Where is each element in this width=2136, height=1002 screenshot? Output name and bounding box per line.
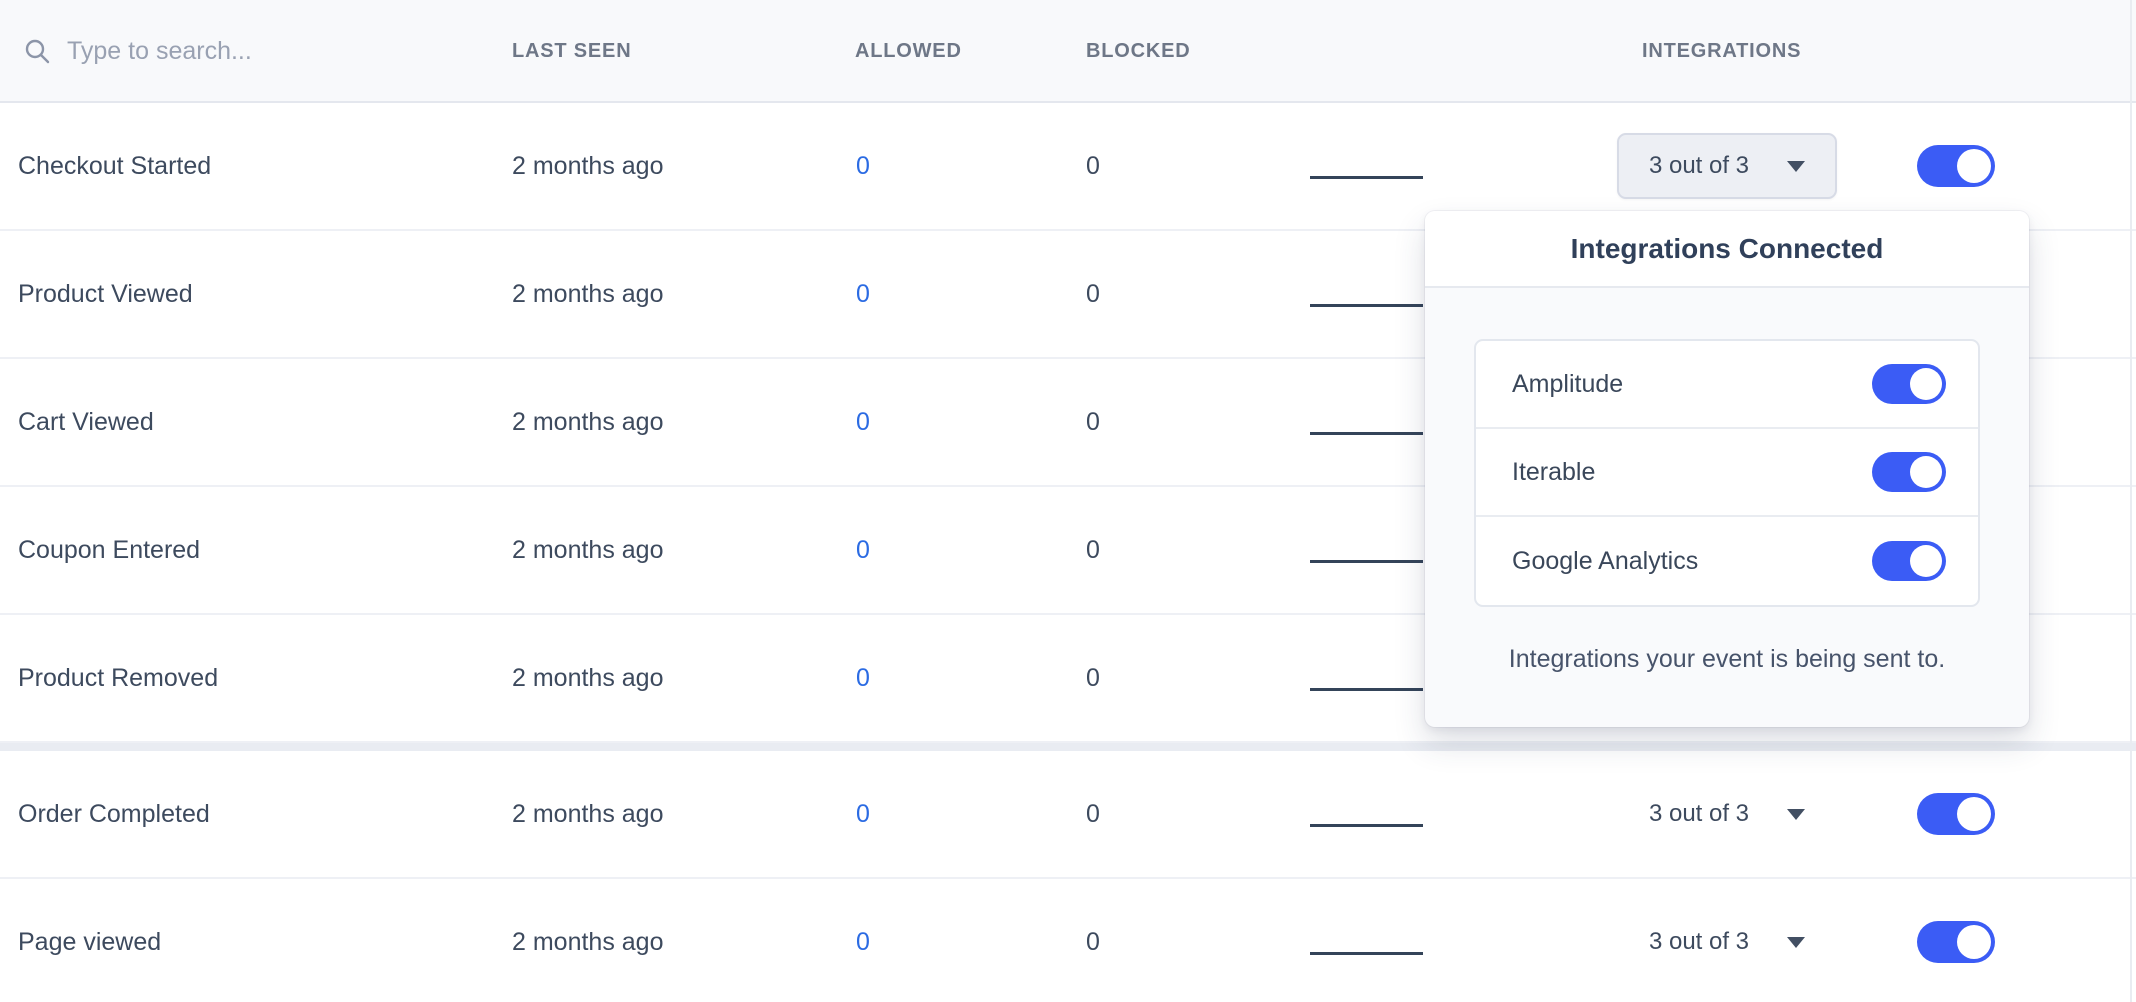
- last-seen-value: 2 months ago: [512, 279, 664, 308]
- integration-item-iterable: Iterable: [1476, 429, 1978, 517]
- blocked-count: 0: [1086, 407, 1100, 436]
- integrations-popover: Integrations Connected Amplitude Iterabl…: [1425, 211, 2029, 727]
- search-icon: [25, 39, 50, 64]
- last-seen-value: 2 months ago: [512, 535, 664, 564]
- event-name: Product Removed: [18, 663, 219, 692]
- allowed-count-link[interactable]: 0: [856, 279, 870, 308]
- column-header-allowed: ALLOWED: [855, 40, 962, 62]
- blocked-count: 0: [1086, 927, 1100, 956]
- table-row: Page viewed 2 months ago 0 0 3 out of 3: [0, 879, 2136, 1002]
- last-seen-value: 2 months ago: [512, 799, 664, 828]
- integration-name: Google Analytics: [1512, 546, 1699, 575]
- caret-down-icon: [1787, 160, 1806, 172]
- event-enabled-toggle[interactable]: [1917, 793, 1995, 835]
- allowed-count-link[interactable]: 0: [856, 407, 870, 436]
- event-sparkline: [1310, 688, 1423, 691]
- integration-name: Iterable: [1512, 457, 1596, 486]
- allowed-count-link[interactable]: 0: [856, 927, 870, 956]
- event-sparkline: [1310, 304, 1423, 307]
- table-row: Checkout Started 2 months ago 0 0 3 out …: [0, 103, 2136, 231]
- search-input[interactable]: [67, 37, 367, 66]
- last-seen-value: 2 months ago: [512, 407, 664, 436]
- last-seen-value: 2 months ago: [512, 663, 664, 692]
- event-name: Coupon Entered: [18, 535, 201, 564]
- blocked-count: 0: [1086, 535, 1100, 564]
- integrations-count-label: 3 out of 3: [1648, 800, 1750, 827]
- column-header-integrations: INTEGRATIONS: [1642, 40, 1802, 62]
- caret-down-icon: [1787, 936, 1806, 948]
- table-row: Order Completed 2 months ago 0 0 3 out o…: [0, 751, 2136, 879]
- integration-toggle[interactable]: [1872, 452, 1946, 492]
- event-name: Checkout Started: [18, 151, 212, 180]
- event-sparkline: [1310, 560, 1423, 563]
- blocked-count: 0: [1086, 151, 1100, 180]
- popover-header: Integrations Connected: [1425, 211, 2029, 288]
- integration-item-google-analytics: Google Analytics: [1476, 517, 1978, 605]
- search-box: [24, 0, 367, 103]
- allowed-count-link[interactable]: 0: [856, 151, 870, 180]
- table-right-border: [2130, 0, 2132, 1002]
- table-header: LAST SEEN ALLOWED BLOCKED INTEGRATIONS: [0, 0, 2136, 103]
- integrations-list: Amplitude Iterable Google Analytics: [1474, 339, 1980, 607]
- blocked-count: 0: [1086, 663, 1100, 692]
- event-sparkline: [1310, 824, 1423, 827]
- last-seen-value: 2 months ago: [512, 151, 664, 180]
- section-divider: [0, 743, 2136, 751]
- caret-down-icon: [1787, 808, 1806, 820]
- event-enabled-toggle[interactable]: [1917, 145, 1995, 187]
- event-name: Page viewed: [18, 927, 162, 956]
- column-header-last-seen: LAST SEEN: [512, 40, 632, 62]
- integration-name: Amplitude: [1512, 369, 1624, 398]
- popover-footer-text: Integrations your event is being sent to…: [1508, 645, 1946, 673]
- event-sparkline: [1310, 952, 1423, 955]
- event-enabled-toggle[interactable]: [1917, 921, 1995, 963]
- event-name: Order Completed: [18, 799, 210, 828]
- last-seen-value: 2 months ago: [512, 927, 664, 956]
- integrations-dropdown-button[interactable]: 3 out of 3: [1617, 909, 1837, 975]
- integration-item-amplitude: Amplitude: [1476, 341, 1978, 429]
- integration-toggle[interactable]: [1872, 364, 1946, 404]
- integrations-count-label: 3 out of 3: [1648, 152, 1750, 179]
- event-name: Cart Viewed: [18, 407, 154, 436]
- integrations-dropdown-button[interactable]: 3 out of 3: [1617, 133, 1837, 199]
- integration-toggle[interactable]: [1872, 541, 1946, 581]
- popover-title: Integrations Connected: [1570, 232, 1884, 264]
- blocked-count: 0: [1086, 279, 1100, 308]
- blocked-count: 0: [1086, 799, 1100, 828]
- event-sparkline: [1310, 432, 1423, 435]
- allowed-count-link[interactable]: 0: [856, 799, 870, 828]
- allowed-count-link[interactable]: 0: [856, 535, 870, 564]
- allowed-count-link[interactable]: 0: [856, 663, 870, 692]
- event-sparkline: [1310, 176, 1423, 179]
- column-header-blocked: BLOCKED: [1086, 40, 1191, 62]
- integrations-dropdown-button[interactable]: 3 out of 3: [1617, 781, 1837, 847]
- event-name: Product Viewed: [18, 279, 193, 308]
- integrations-count-label: 3 out of 3: [1648, 928, 1750, 955]
